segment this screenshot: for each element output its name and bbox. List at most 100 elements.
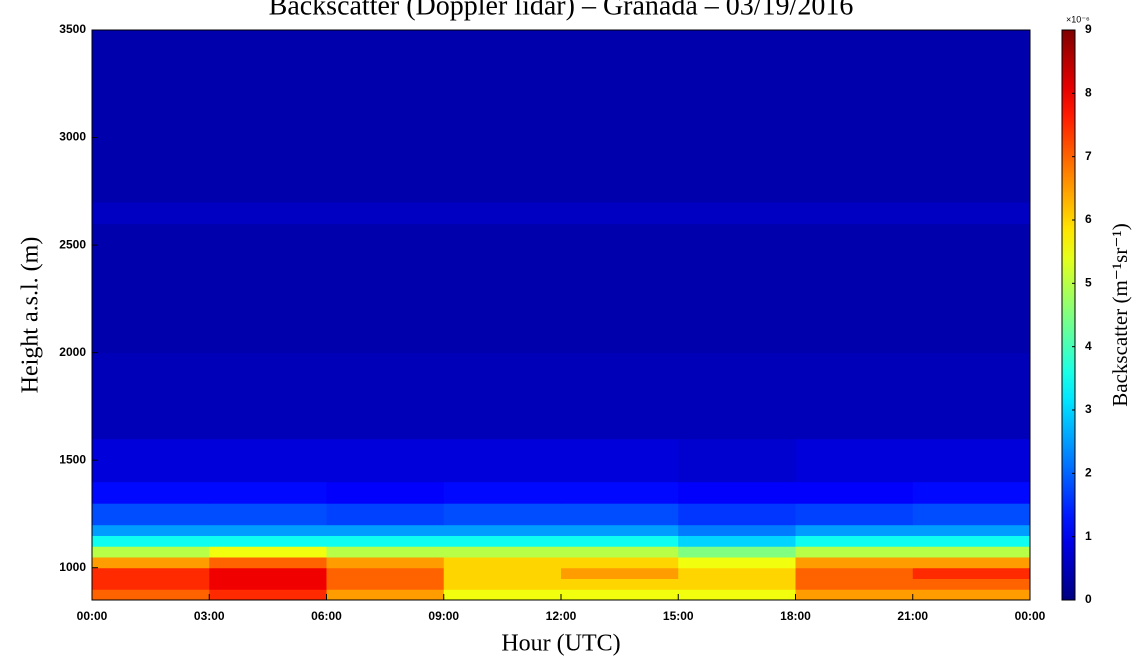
- heatmap-cell: [795, 202, 914, 225]
- heatmap-cell: [326, 30, 445, 203]
- heatmap-cell: [561, 556, 679, 569]
- x-tick-label: 09:00: [428, 609, 459, 623]
- heatmap-cell: [912, 578, 1031, 590]
- heatmap-cell: [795, 546, 914, 558]
- colorbar: [1061, 29, 1076, 601]
- heatmap-cell: [561, 481, 679, 504]
- heatmap-cell: [92, 481, 210, 504]
- heatmap-cell: [209, 438, 327, 483]
- heatmap-cell: [92, 30, 210, 203]
- heatmap-cell: [443, 352, 562, 440]
- x-tick-label: 06:00: [311, 609, 342, 623]
- heatmap-cell: [92, 223, 210, 354]
- heatmap-cell: [912, 546, 1031, 558]
- heatmap-cell: [443, 202, 562, 225]
- heatmap-cell: [326, 524, 445, 536]
- heatmap-cell: [795, 535, 914, 547]
- heatmap-cell: [92, 438, 210, 483]
- heatmap-cell: [209, 223, 327, 354]
- y-tick-label: 1500: [59, 452, 86, 466]
- heatmap-cell: [326, 503, 445, 526]
- heatmap-cell: [912, 556, 1031, 569]
- heatmap-cell: [795, 524, 914, 536]
- colorbar-multiplier: ×10⁻⁶: [1066, 14, 1090, 24]
- colorbar-tick-label: 1: [1085, 529, 1092, 543]
- heatmap-cell: [795, 567, 914, 579]
- x-tick-label: 12:00: [546, 609, 577, 623]
- heatmap-cell: [912, 567, 1031, 579]
- heatmap-cell: [795, 578, 914, 590]
- heatmap-cell: [678, 578, 796, 590]
- heatmap-cell: [326, 578, 445, 590]
- heatmap-cell: [561, 438, 679, 483]
- heatmap-cell: [326, 535, 445, 547]
- heatmap-cell: [912, 202, 1031, 225]
- heatmap-cell: [678, 481, 796, 504]
- heatmap-cell: [561, 578, 679, 590]
- heatmap-cell: [561, 524, 679, 536]
- heatmap-cell: [326, 546, 445, 558]
- heatmap-cell: [795, 223, 914, 354]
- heatmap-cell: [678, 567, 796, 579]
- heatmap-cell: [443, 438, 562, 483]
- colorbar-tick-label: 7: [1085, 149, 1092, 163]
- heatmap-cell: [561, 30, 679, 203]
- heatmap-cell: [92, 546, 210, 558]
- heatmap-cell: [443, 535, 562, 547]
- heatmap-cell: [443, 223, 562, 354]
- colorbar-label: Backscatter (m⁻¹sr⁻¹): [1108, 223, 1132, 406]
- heatmap-cell: [326, 556, 445, 569]
- heatmap-cell: [795, 481, 914, 504]
- heatmap-cell: [678, 589, 796, 601]
- heatmap-cell: [326, 589, 445, 601]
- heatmap-cell: [912, 524, 1031, 536]
- colorbar-tick-label: 6: [1085, 212, 1092, 226]
- heatmap-cell: [912, 30, 1031, 203]
- heatmap-cell: [678, 202, 796, 225]
- heatmap-cell: [443, 503, 562, 526]
- chart-title: Backscatter (Doppler lidar) – Granada – …: [269, 0, 854, 21]
- heatmap-cell: [561, 202, 679, 225]
- heatmap-cell: [561, 589, 679, 601]
- heatmap-cell: [912, 535, 1031, 547]
- y-tick-label: 2500: [59, 237, 86, 251]
- heatmap-cell: [912, 223, 1031, 354]
- heatmap-cell: [795, 30, 914, 203]
- heatmap-cell: [209, 202, 327, 225]
- heatmap-cell: [92, 352, 210, 440]
- y-axis-label: Height a.s.l. (m): [18, 237, 44, 394]
- heatmap-cell: [443, 481, 562, 504]
- colorbar-tick-label: 3: [1085, 402, 1092, 416]
- heatmap-cell: [326, 352, 445, 440]
- heatmap-cell: [92, 535, 210, 547]
- heatmap-cell: [561, 503, 679, 526]
- heatmap-cell: [561, 223, 679, 354]
- heatmap-cell: [678, 352, 796, 440]
- colorbar-tick-label: 2: [1085, 466, 1092, 480]
- heatmap-cell: [795, 556, 914, 569]
- heatmap-cell: [209, 556, 327, 569]
- x-tick-label: 03:00: [194, 609, 225, 623]
- heatmap-cell: [92, 556, 210, 569]
- heatmap-cell: [912, 503, 1031, 526]
- heatmap-cell: [678, 546, 796, 558]
- heatmap-cell: [92, 578, 210, 590]
- heatmap-cell: [92, 202, 210, 225]
- x-axis-label: Hour (UTC): [501, 631, 620, 657]
- heatmap-cell: [795, 352, 914, 440]
- heatmap-cell: [912, 481, 1031, 504]
- heatmap-cell: [326, 202, 445, 225]
- heatmap-cell: [443, 546, 562, 558]
- colorbar-tick-label: 0: [1085, 592, 1092, 606]
- heatmap-cell: [795, 589, 914, 601]
- heatmap-cell: [92, 567, 210, 579]
- heatmap-cell: [443, 578, 562, 590]
- x-tick-label: 21:00: [897, 609, 928, 623]
- heatmap-cell: [443, 524, 562, 536]
- heatmap-cell: [326, 223, 445, 354]
- heatmap-cell: [912, 438, 1031, 483]
- heatmap-cell: [561, 352, 679, 440]
- heatmap-cell: [912, 352, 1031, 440]
- colorbar-tick-label: 4: [1085, 339, 1092, 353]
